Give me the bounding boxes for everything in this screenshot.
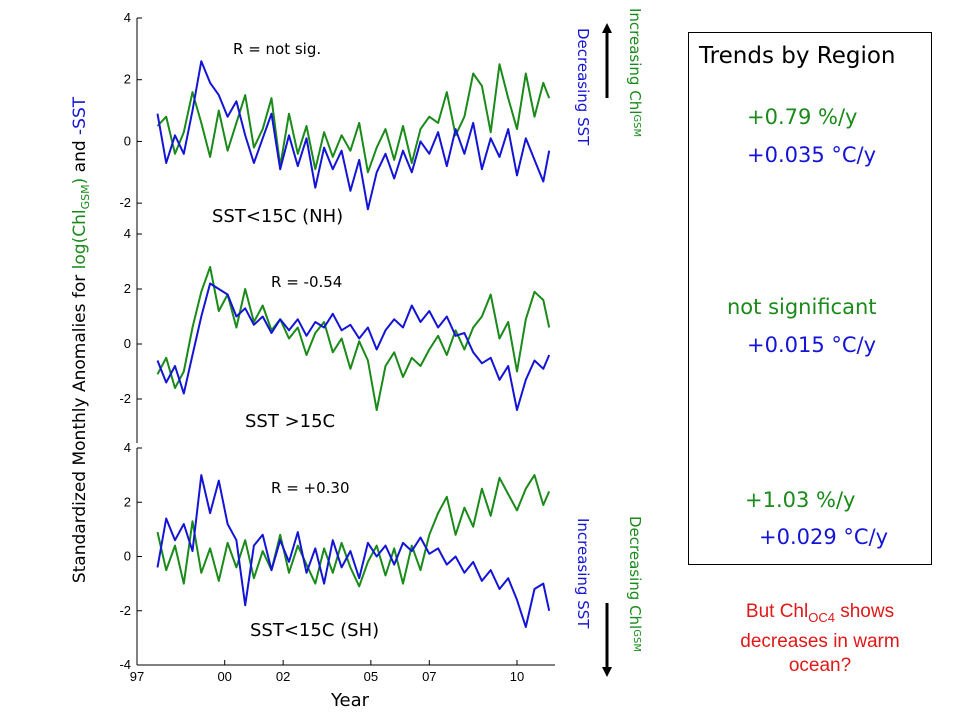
y-tick-label: 2 — [124, 494, 131, 509]
region-label: SST<15C (NH) — [212, 206, 343, 227]
x-tick-label: 97 — [130, 669, 144, 684]
correlation-label: R = +0.30 — [271, 479, 350, 497]
nh-sst-trend: +0.035 °C/y — [747, 143, 877, 167]
x-tick-label: 10 — [510, 669, 524, 684]
top-sst-indicator: Decreasing SST — [574, 28, 592, 146]
warm-chl-trend: not significant — [727, 295, 877, 319]
trend-box-title: Trends by Region — [699, 43, 896, 69]
bottom-sst-indicator: Increasing SST — [574, 518, 592, 629]
region-label: SST<15C (SH) — [250, 620, 379, 641]
y-tick-label: -2 — [119, 195, 131, 210]
bottom-chl-indicator: Decreasing ChlGSM — [626, 516, 644, 652]
correlation-label: R = not sig. — [233, 40, 321, 58]
panel-nh: -2 0 2 4 SST<15C (NH) R = not sig. — [119, 10, 551, 234]
region-label: SST >15C — [245, 411, 335, 432]
y-tick-label: 4 — [124, 440, 131, 455]
y-tick-label: 2 — [124, 72, 131, 87]
sst-series-line — [156, 282, 551, 411]
top-chl-indicator: Increasing ChlGSM — [626, 8, 644, 137]
y-tick-label: 0 — [124, 336, 131, 351]
x-tick-label: 05 — [364, 669, 378, 684]
trends-by-region-box: Trends by Region +0.79 %/y +0.035 °C/y n… — [688, 32, 932, 565]
x-tick-label: 07 — [422, 669, 436, 684]
chl-series-line — [156, 266, 551, 411]
sh-sst-trend: +0.029 °C/y — [759, 525, 889, 549]
chl-series-line — [156, 63, 551, 174]
sst-series-line — [156, 474, 551, 628]
y-tick-label: 0 — [124, 549, 131, 564]
y-tick-label: 4 — [124, 10, 131, 25]
y-tick-label: -4 — [119, 657, 131, 672]
x-tick-label: 00 — [217, 669, 231, 684]
sh-chl-trend: +1.03 %/y — [745, 488, 856, 512]
y-tick-label: 4 — [124, 226, 131, 241]
y-tick-label: -2 — [119, 391, 131, 406]
sst-series-line — [156, 60, 551, 211]
y-tick-label: -2 — [119, 603, 131, 618]
y-axis-label: Standardized Monthly Anomalies for log(C… — [70, 96, 92, 583]
y-tick-label: 2 — [124, 281, 131, 296]
correlation-label: R = -0.54 — [271, 273, 342, 291]
y-tick-label: 0 — [124, 133, 131, 148]
x-axis-label: Year — [330, 690, 370, 711]
nh-chl-trend: +0.79 %/y — [747, 105, 858, 129]
panel-warm: -2 0 2 4 SST >15C R = -0.54 — [119, 226, 551, 443]
chl-oc4-note: But ChlOC4 shows decreases in warm ocean… — [740, 601, 900, 676]
x-tick-label: 02 — [276, 669, 290, 684]
chl-series-line — [156, 474, 551, 588]
warm-sst-trend: +0.015 °C/y — [747, 333, 877, 357]
